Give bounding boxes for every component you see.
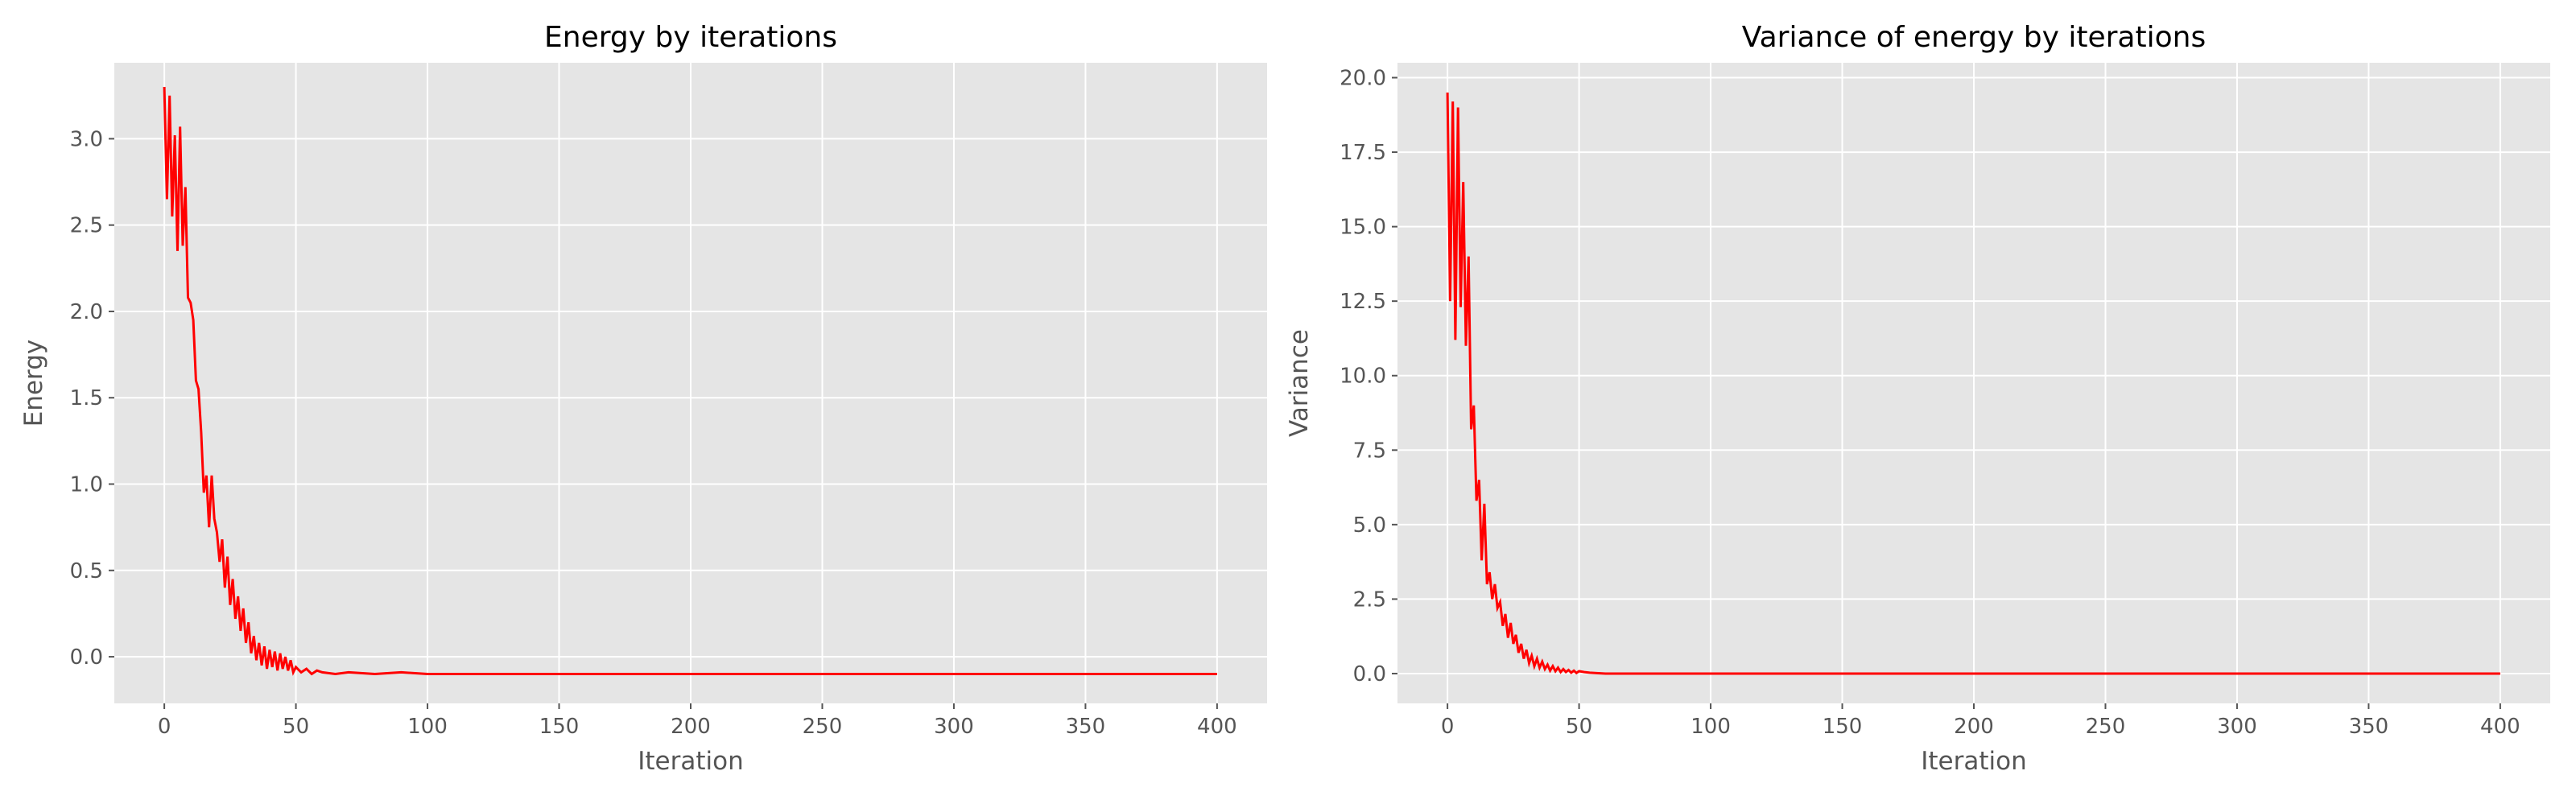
variance-chart: 0 50 100 150 200 250 300 350 400 0.0 2.5 5.0 7.5 10.… (1285, 21, 2550, 776)
variance-series-line (1446, 92, 2500, 675)
variance-x-ticks: 0 50 100 150 200 250 300 350 400 (1441, 703, 2520, 739)
variance-x-tick-label: 300 (2217, 715, 2257, 739)
energy-grid (114, 63, 1267, 703)
energy-x-tick-label: 350 (1066, 715, 1106, 739)
energy-y-tick-label: 0.0 (70, 645, 103, 670)
variance-y-axis-label: Variance (1285, 329, 1314, 437)
variance-y-tick-label: 10.0 (1340, 365, 1386, 389)
energy-x-tick-label: 150 (539, 715, 580, 739)
variance-x-tick-label: 200 (1954, 715, 1994, 739)
energy-x-tick-label: 250 (803, 715, 843, 739)
variance-x-tick-label: 400 (2480, 715, 2520, 739)
energy-chart: 0 50 100 150 200 250 300 350 400 0.0 0.5 1.0 1.5 2.0… (19, 21, 1267, 776)
energy-x-tick-label: 0 (158, 715, 171, 739)
energy-x-ticks: 0 50 100 150 200 250 300 350 400 (158, 703, 1237, 739)
variance-x-tick-label: 150 (1823, 715, 1863, 739)
variance-chart-title: Variance of energy by iterations (1742, 21, 2206, 54)
energy-x-tick-label: 200 (671, 715, 711, 739)
energy-y-tick-label: 2.0 (70, 300, 103, 324)
variance-y-tick-label: 12.5 (1340, 290, 1386, 314)
energy-x-tick-label: 300 (934, 715, 974, 739)
energy-y-tick-label: 0.5 (70, 559, 103, 583)
energy-series-line (163, 86, 1217, 676)
energy-x-axis-label: Iteration (638, 747, 744, 776)
variance-y-tick-label: 15.0 (1340, 216, 1386, 240)
variance-x-axis-label: Iteration (1921, 747, 2027, 776)
energy-x-tick-label: 100 (407, 715, 448, 739)
energy-chart-title: Energy by iterations (544, 21, 837, 54)
variance-x-tick-label: 350 (2349, 715, 2389, 739)
variance-x-tick-label: 0 (1441, 715, 1455, 739)
energy-y-tick-label: 3.0 (70, 127, 103, 151)
variance-y-tick-label: 17.5 (1340, 141, 1386, 165)
variance-x-tick-label: 250 (2086, 715, 2126, 739)
variance-y-tick-label: 0.0 (1353, 662, 1386, 686)
variance-x-tick-label: 100 (1690, 715, 1731, 739)
variance-y-ticks: 0.0 2.5 5.0 7.5 10.0 12.5 15.0 17.5 20.0 (1340, 67, 1397, 686)
variance-y-tick-label: 7.5 (1353, 439, 1386, 463)
energy-y-tick-label: 1.0 (70, 473, 103, 497)
variance-y-tick-label: 5.0 (1353, 513, 1386, 538)
energy-x-tick-label: 50 (283, 715, 309, 739)
energy-y-ticks: 0.0 0.5 1.0 1.5 2.0 2.5 3.0 (70, 127, 114, 670)
energy-y-tick-label: 2.5 (70, 214, 103, 238)
variance-grid (1397, 63, 2550, 703)
variance-x-tick-label: 50 (1566, 715, 1592, 739)
energy-y-tick-label: 1.5 (70, 386, 103, 410)
energy-x-tick-label: 400 (1197, 715, 1237, 739)
variance-y-tick-label: 2.5 (1353, 587, 1386, 612)
variance-y-tick-label: 20.0 (1340, 67, 1386, 91)
energy-y-axis-label: Energy (19, 340, 48, 427)
